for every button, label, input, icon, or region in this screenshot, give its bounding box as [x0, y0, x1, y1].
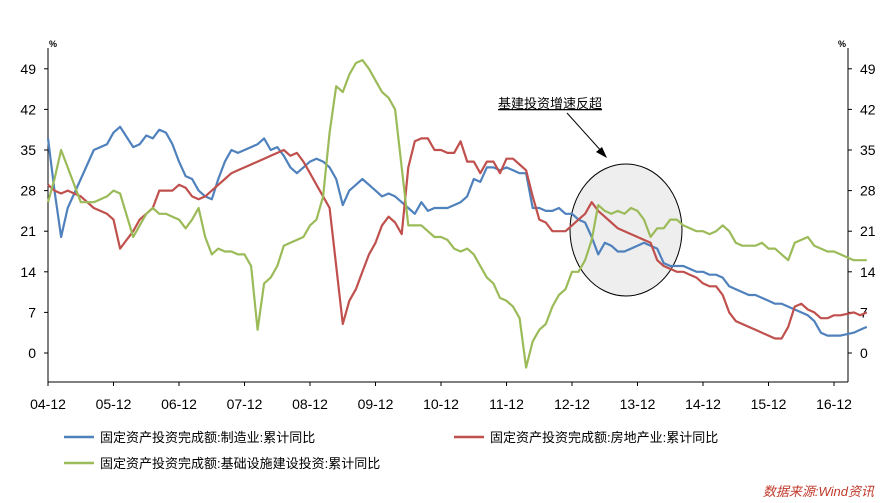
left-axis-unit: %: [49, 39, 57, 49]
x-ticks: 04-12 05-12 06-12 07-12 08-12 09-12 10-12 11-12…: [30, 382, 852, 412]
plot-area: % %: [47, 39, 849, 383]
series-line-1: [46, 125, 868, 337]
x-tick-label: 10-12: [423, 396, 459, 412]
x-tick-label: 15-12: [751, 396, 787, 412]
legend-label-1: 固定资产投资完成额:制造业:累计同比: [100, 430, 315, 445]
highlight-ellipse: [569, 163, 683, 297]
x-tick-label: 14-12: [685, 396, 721, 412]
y-ticks-right: 0 7 14 21 28 35 42 49: [848, 61, 876, 361]
legend: 固定资产投资完成额:制造业:累计同比 固定资产投资完成额:房地产业:累计同比固定资…: [64, 430, 718, 471]
series-layer: [46, 58, 868, 369]
y-tick-label-left: 42: [20, 101, 36, 117]
annotation-group: 基建投资增速反超: [498, 96, 607, 158]
series-line-2: [47, 137, 868, 340]
y-tick-label-right: 35: [860, 142, 876, 158]
annotation-arrowhead: [596, 147, 607, 158]
y-tick-label-right: 42: [860, 101, 876, 117]
y-tick-label-left: 14: [20, 264, 36, 280]
y-tick-label-left: 35: [20, 142, 36, 158]
y-tick-label-right: 14: [860, 264, 876, 280]
legend-label-2: 固定资产投资完成额:房地产业:累计同比: [490, 430, 718, 445]
annotation-label: 基建投资增速反超: [498, 96, 602, 111]
y-ticks-left: 0 7 14 21 28 35 42 49: [20, 61, 48, 361]
y-tick-label-right: 49: [860, 61, 876, 77]
y-tick-label-left: 7: [28, 304, 36, 320]
x-tick-label: 08-12: [292, 396, 328, 412]
y-tick-label-right: 7: [860, 304, 868, 320]
y-tick-label-left: 0: [28, 345, 36, 361]
x-tick-label: 09-12: [358, 396, 394, 412]
y-tick-label-right: 21: [860, 223, 876, 239]
annotation-arrow-line: [566, 112, 604, 154]
x-tick-label: 06-12: [161, 396, 197, 412]
right-axis-unit: %: [838, 39, 846, 49]
x-tick-label: 05-12: [96, 396, 132, 412]
x-tick-label: 11-12: [489, 396, 524, 412]
x-tick-label: 16-12: [816, 396, 852, 412]
highlight-group: [569, 163, 683, 297]
y-tick-label-left: 28: [20, 183, 36, 199]
y-tick-label-right: 0: [860, 345, 868, 361]
y-tick-label-left: 49: [20, 61, 36, 77]
y-tick-label-right: 28: [860, 183, 876, 199]
x-tick-label: 07-12: [227, 396, 263, 412]
source-note: 数据来源:Wind资讯: [763, 484, 875, 499]
series-line-3: [46, 58, 867, 369]
y-tick-label-left: 21: [20, 223, 36, 239]
x-tick-label: 04-12: [30, 396, 66, 412]
legend-label-3: 固定资产投资完成额:基础设施建设投资:累计同比: [100, 456, 380, 471]
x-tick-label: 13-12: [620, 396, 656, 412]
x-tick-label: 12-12: [554, 396, 590, 412]
